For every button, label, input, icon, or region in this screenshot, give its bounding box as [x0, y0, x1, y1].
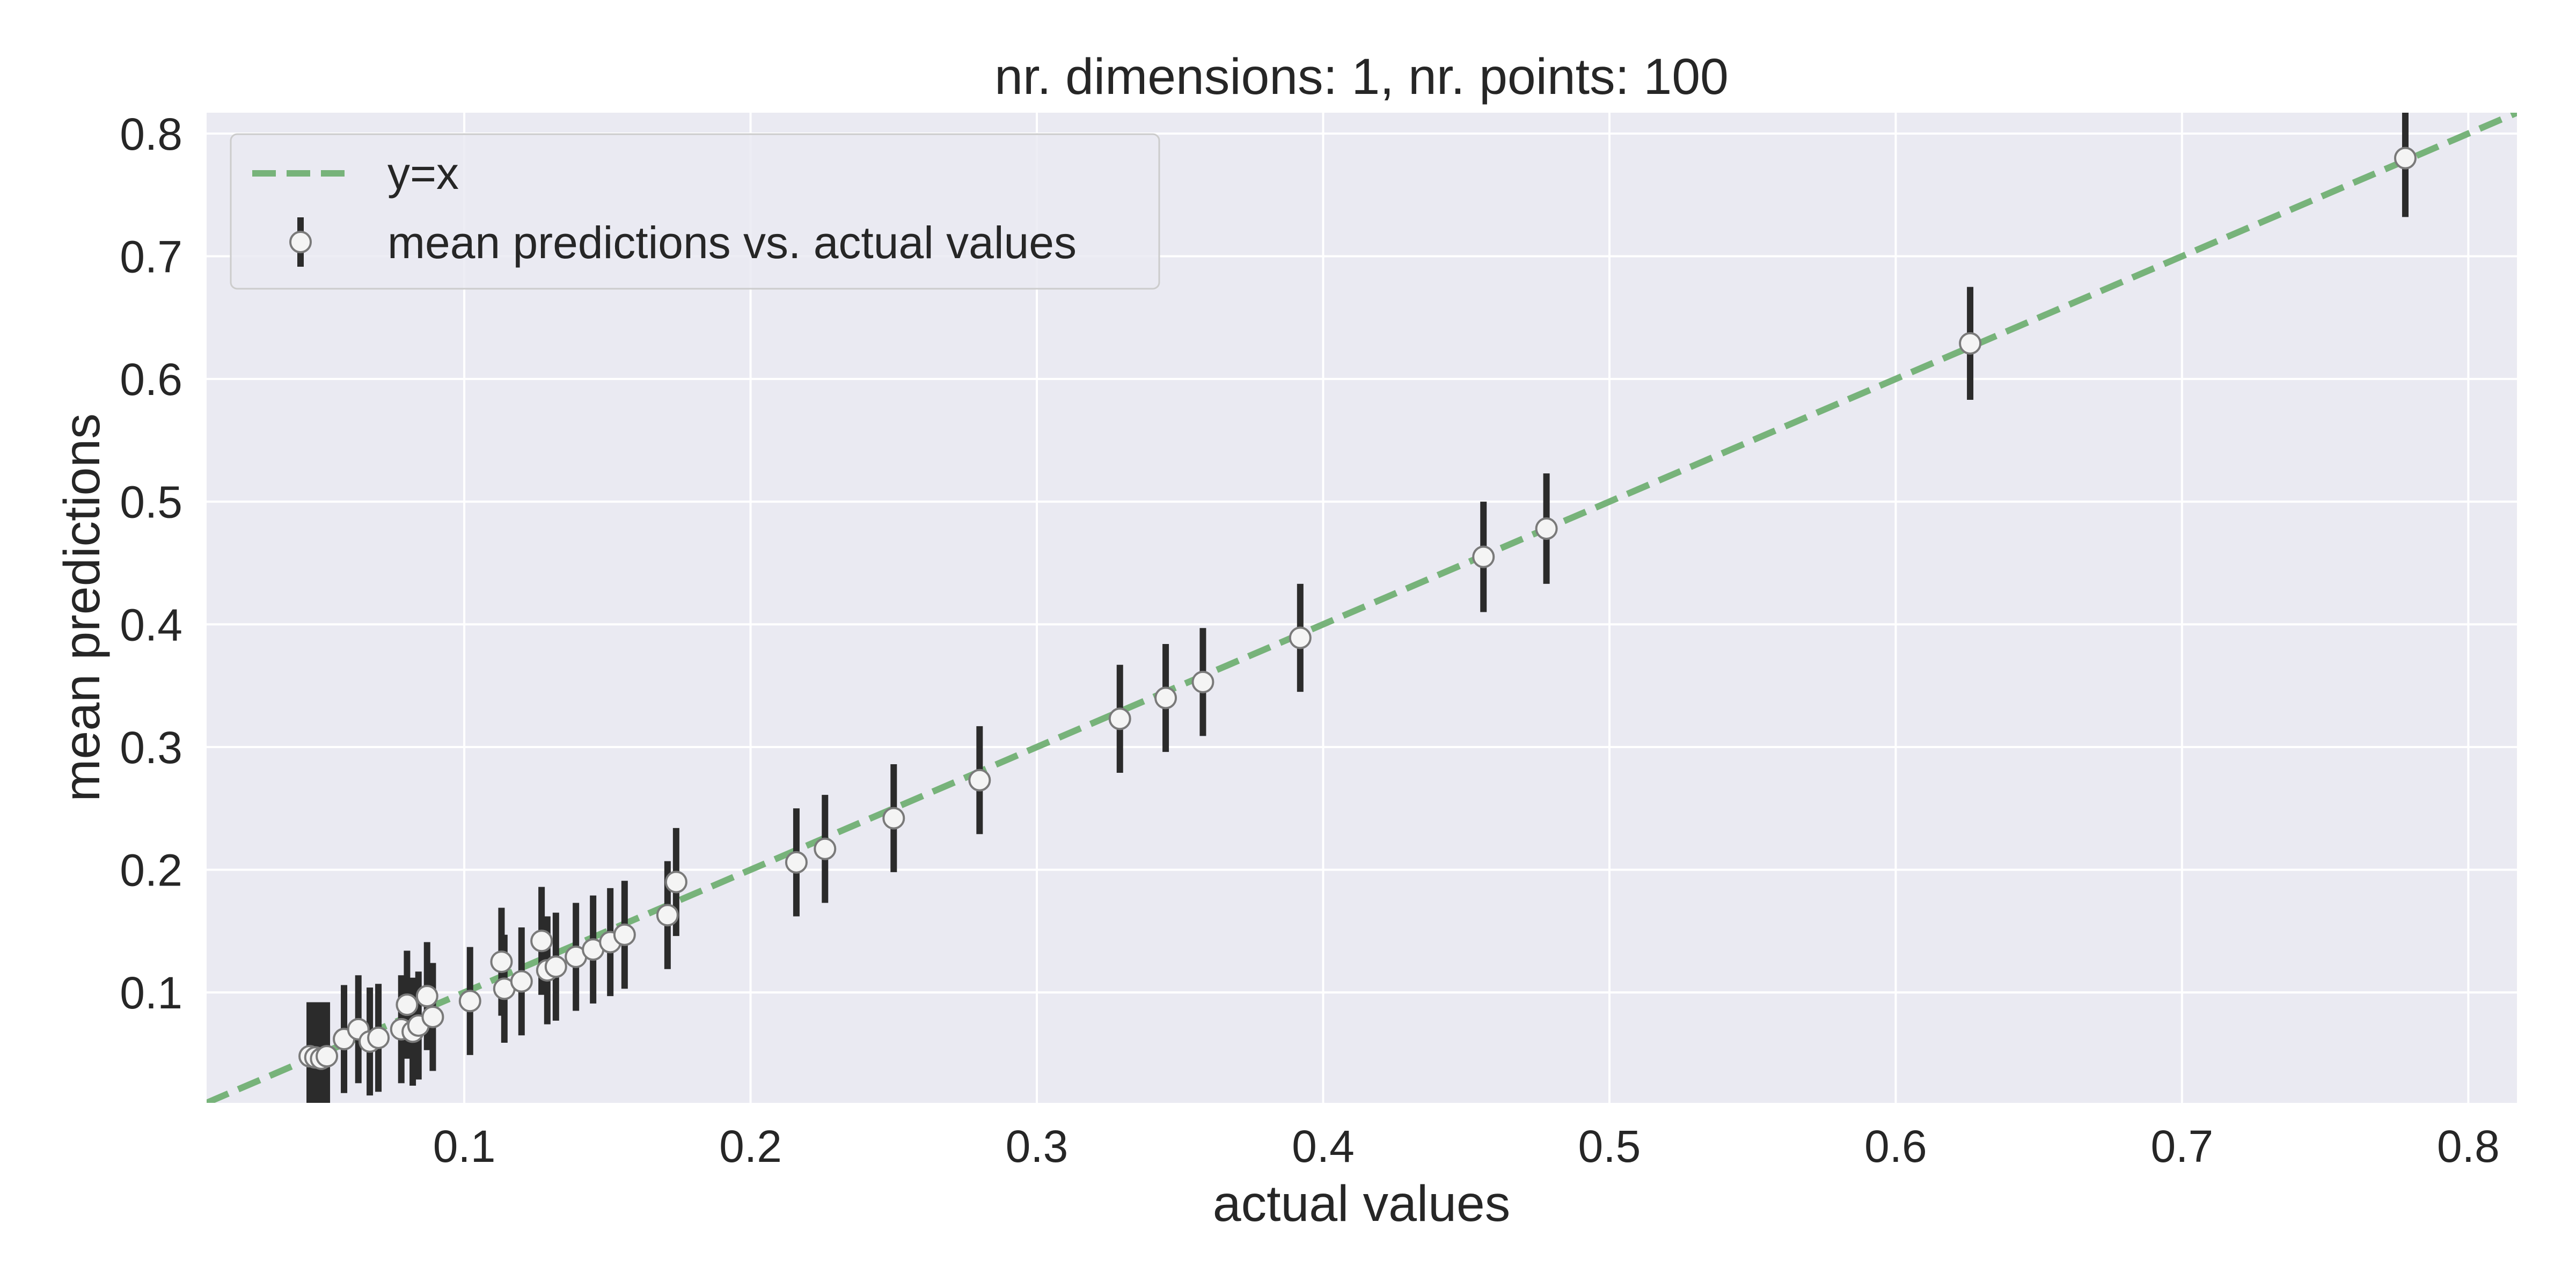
data-point — [367, 1026, 390, 1049]
data-point — [490, 950, 513, 974]
data-point — [421, 1005, 444, 1028]
data-points — [298, 113, 2417, 1103]
data-point — [2394, 147, 2417, 170]
y-tick-label: 0.7 — [120, 231, 182, 282]
data-point — [785, 851, 808, 874]
legend-point-marker — [289, 231, 312, 253]
data-point — [1154, 686, 1177, 709]
data-point — [458, 990, 481, 1013]
legend-box — [230, 133, 1160, 290]
data-point — [1191, 670, 1214, 693]
x-axis-label: actual values — [1213, 1175, 1511, 1232]
data-point — [968, 769, 991, 792]
x-tick-label: 0.6 — [1864, 1121, 1927, 1172]
data-point — [396, 993, 419, 1016]
x-tick-label: 0.1 — [433, 1121, 496, 1172]
x-tick-label: 0.8 — [2437, 1121, 2500, 1172]
y-axis-label: mean predictions — [54, 413, 111, 801]
x-tick-label: 0.5 — [1578, 1121, 1641, 1172]
y-tick-label: 0.1 — [120, 968, 182, 1018]
data-point — [1108, 707, 1131, 730]
x-tick-label: 0.7 — [2150, 1121, 2213, 1172]
data-point — [510, 970, 533, 993]
data-point — [530, 930, 553, 953]
legend: y=x mean predictions vs. actual values — [230, 133, 1160, 290]
y-tick-label: 0.2 — [120, 845, 182, 896]
x-tick-labels: 0.1 0.2 0.3 0.4 0.5 0.6 0.7 0.8 — [433, 1121, 2500, 1172]
y-tick-label: 0.4 — [120, 599, 182, 650]
plot-area — [207, 113, 2517, 1103]
data-point — [814, 837, 837, 860]
data-point — [316, 1045, 339, 1068]
y-tick-labels: 0.1 0.2 0.3 0.4 0.5 0.6 0.7 0.8 — [120, 109, 182, 1018]
data-point — [1289, 626, 1312, 649]
data-point — [656, 904, 679, 927]
legend-label-points: mean predictions vs. actual values — [387, 217, 1077, 268]
y-tick-label: 0.3 — [120, 722, 182, 773]
x-tick-label: 0.2 — [719, 1121, 782, 1172]
y-tick-label: 0.8 — [120, 109, 182, 159]
data-point — [544, 955, 567, 978]
data-point — [1959, 332, 1982, 355]
data-point — [613, 923, 636, 946]
y-tick-label: 0.5 — [120, 477, 182, 528]
data-point — [882, 807, 905, 830]
data-point — [1535, 517, 1558, 540]
data-point — [415, 985, 438, 1008]
x-tick-label: 0.3 — [1006, 1121, 1069, 1172]
data-point — [664, 870, 687, 894]
data-point — [1472, 545, 1495, 568]
y-tick-label: 0.6 — [120, 354, 182, 405]
legend-label-reference-line: y=x — [387, 148, 459, 199]
chart-title: nr. dimensions: 1, nr. points: 100 — [994, 48, 1729, 105]
x-tick-label: 0.4 — [1292, 1121, 1355, 1172]
